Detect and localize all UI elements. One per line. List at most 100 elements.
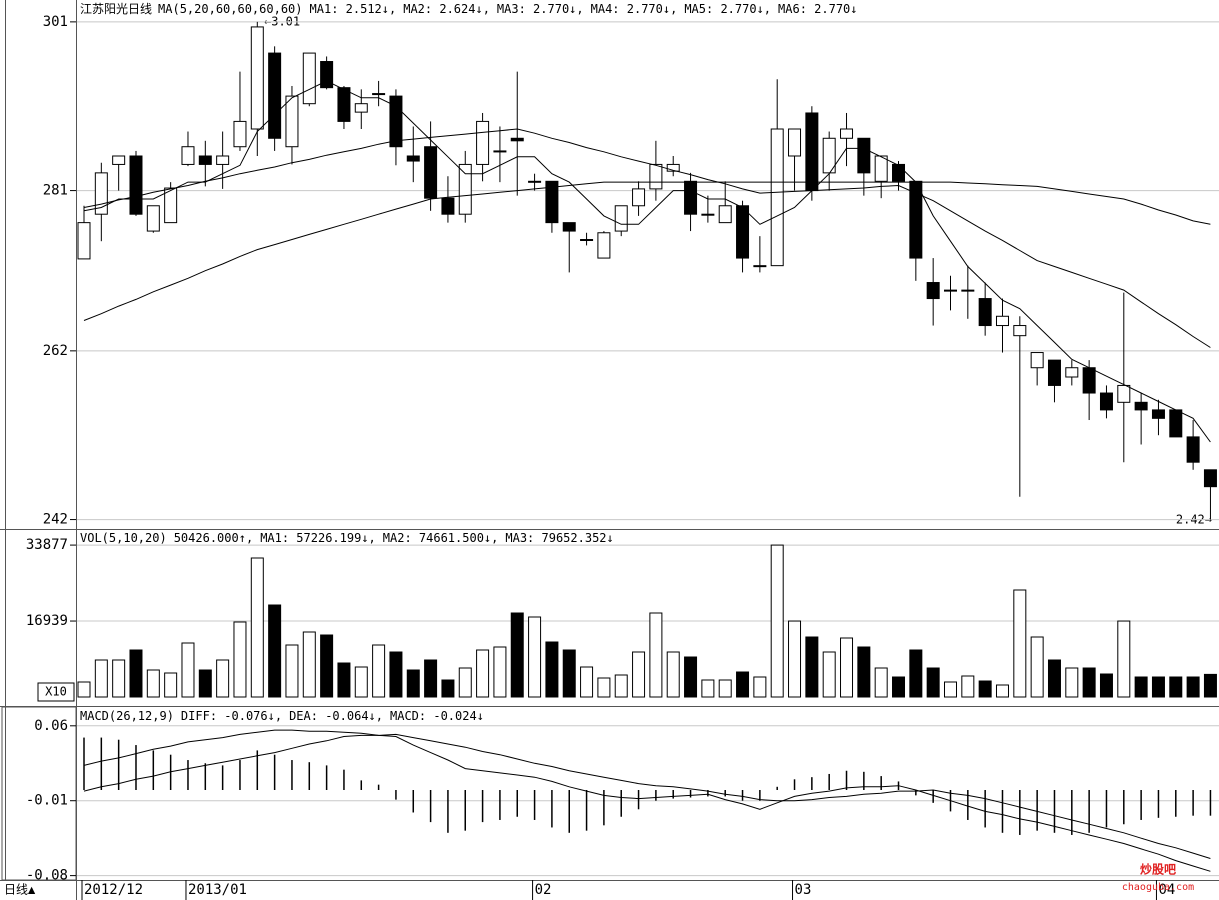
candle-body	[1169, 409, 1183, 438]
volume-bar	[1082, 667, 1096, 698]
volume-bar	[545, 641, 559, 698]
candle-body	[840, 128, 854, 139]
indicator-line	[83, 80, 1211, 443]
candle-body	[1030, 352, 1044, 369]
candle-body	[562, 222, 576, 232]
candle-body	[666, 163, 680, 172]
volume-bar	[1047, 659, 1061, 698]
volume-bar	[718, 679, 732, 698]
candle-body	[216, 155, 230, 165]
candle-body	[684, 180, 698, 215]
volume-bar	[233, 621, 247, 698]
volume-bar	[94, 659, 108, 698]
candle-body	[441, 197, 455, 215]
candle-body	[198, 155, 212, 165]
volume-bar	[701, 679, 715, 698]
candle-body	[580, 239, 594, 242]
volume-bar	[476, 649, 490, 698]
volume-bar	[198, 669, 212, 698]
readout: MA4: 2.770↓,	[591, 2, 678, 16]
candle-body	[1065, 367, 1079, 378]
candle-body	[458, 163, 472, 215]
candle-body	[978, 298, 992, 327]
readout: MA2: 74661.500↓,	[383, 531, 499, 545]
candle-body	[1047, 359, 1061, 386]
readout: MA1: 57226.199↓,	[260, 531, 376, 545]
volume-bar	[874, 667, 888, 698]
indicator: VOL(5,10,20)	[80, 531, 167, 545]
volume-bar	[372, 644, 386, 698]
volume-bar	[458, 667, 472, 698]
volume-bar	[528, 616, 542, 698]
candle-body	[545, 180, 559, 224]
y-tick-label: 301	[43, 14, 68, 30]
candle-body	[1134, 401, 1148, 411]
candle-body	[614, 205, 628, 232]
indicator-line	[83, 128, 1211, 348]
volume-bar	[337, 662, 351, 698]
volume-bar	[1151, 676, 1165, 698]
candle-body	[909, 180, 923, 259]
candle-body	[250, 26, 264, 130]
candle-body	[320, 61, 334, 89]
candle-body	[718, 205, 732, 224]
volume-bar	[822, 651, 836, 698]
candle-body	[1082, 367, 1096, 394]
volume-bar	[961, 675, 975, 698]
candle-body	[1013, 325, 1027, 337]
volume-bar	[285, 644, 299, 698]
y-tick-label: -0.01	[26, 793, 68, 809]
volume-unit: X10	[45, 685, 67, 699]
volume-bar	[164, 672, 178, 698]
candle-body	[597, 232, 611, 259]
volume-bar	[493, 646, 507, 698]
candle-body	[736, 205, 750, 259]
volume-bar	[181, 642, 195, 698]
candle-body	[510, 137, 524, 142]
candle-body	[233, 120, 247, 148]
volume-bar	[389, 651, 403, 698]
volume-bar	[614, 674, 628, 698]
volume-bar	[788, 620, 802, 698]
candle-body	[285, 95, 299, 148]
volume-header: VOL(5,10,20) 50426.000↑, MA1: 57226.199↓, M…	[80, 531, 614, 545]
volume-bar	[77, 681, 91, 698]
volume-bar	[857, 646, 871, 698]
candle-body	[181, 146, 195, 165]
candle-body	[476, 120, 490, 165]
x-tick-label: 04	[1158, 882, 1175, 898]
candle-body	[770, 128, 784, 267]
y-tick-label: 16939	[26, 613, 68, 629]
volume-bar	[753, 676, 767, 698]
volume-bar	[892, 676, 906, 698]
volume-bar	[840, 637, 854, 698]
x-tick-label: 2012/12	[84, 882, 143, 898]
volume-bar	[1065, 667, 1079, 698]
candle-body	[302, 52, 316, 105]
y-tick-label: 262	[43, 343, 68, 359]
volume-bar	[1203, 673, 1217, 698]
candle-body	[164, 187, 178, 224]
candle-body	[753, 265, 767, 268]
volume-bar	[1169, 676, 1183, 698]
readout: DEA: -0.064↓,	[289, 709, 383, 723]
candle-body	[372, 93, 386, 96]
candle-body	[632, 188, 646, 207]
volume-bar	[684, 656, 698, 698]
volume-bar	[909, 649, 923, 698]
candle-body	[528, 180, 542, 183]
x-tick-label: 2013/01	[188, 882, 247, 898]
period-button[interactable]: 日线▲	[4, 883, 36, 897]
candle-body	[406, 155, 420, 162]
readout: MA3: 79652.352↓	[505, 531, 613, 545]
volume-bar	[146, 669, 160, 698]
candle-body	[1203, 469, 1217, 488]
candle-body	[337, 87, 351, 122]
candle-body	[857, 137, 871, 174]
indicator: MACD(26,12,9)	[80, 709, 174, 723]
macd-header: MACD(26,12,9) DIFF: -0.076↓, DEA: -0.064↓,…	[80, 709, 484, 723]
volume-bar	[216, 659, 230, 698]
